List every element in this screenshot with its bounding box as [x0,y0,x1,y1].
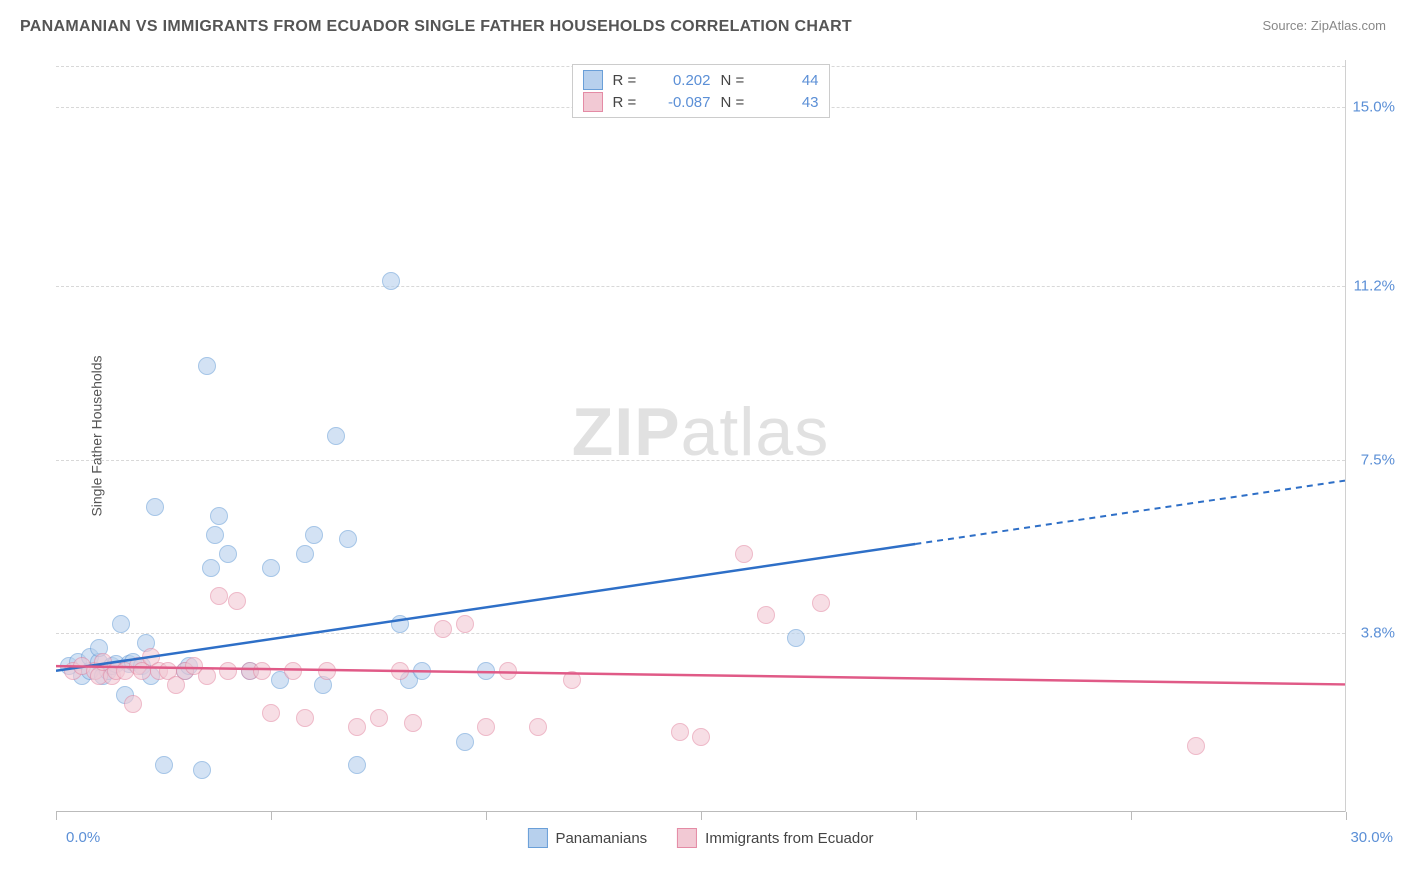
x-tick [701,812,702,820]
gridline [56,633,1345,634]
data-point [262,704,280,722]
stats-legend: R = 0.202 N = 44 R = -0.087 N = 43 [572,64,830,118]
data-point [456,615,474,633]
data-point [339,530,357,548]
data-point [296,709,314,727]
data-point [787,629,805,647]
y-axis-label: Single Father Households [89,355,105,516]
data-point [193,761,211,779]
y-tick-label: 11.2% [1347,277,1395,294]
data-point [146,498,164,516]
data-point [202,559,220,577]
data-point [219,545,237,563]
data-point [382,272,400,290]
stats-n-label: N = [721,72,751,89]
x-tick [916,812,917,820]
data-point [219,662,237,680]
data-point [456,733,474,751]
data-point [671,723,689,741]
stats-r-value: -0.087 [653,94,711,111]
stats-n-value: 44 [761,72,819,89]
y-tick-label: 15.0% [1347,99,1395,116]
x-tick [271,812,272,820]
x-tick [1346,812,1347,820]
stats-legend-row: R = -0.087 N = 43 [583,91,819,113]
data-point [757,606,775,624]
data-point [228,592,246,610]
data-point [434,620,452,638]
stats-n-value: 43 [761,94,819,111]
data-point [305,526,323,544]
stats-r-label: R = [613,94,643,111]
y-tick-label: 3.8% [1347,625,1395,642]
regression-line-extrapolated [915,481,1345,544]
stats-legend-row: R = 0.202 N = 44 [583,69,819,91]
data-point [477,718,495,736]
legend-item: Immigrants from Ecuador [677,828,873,848]
data-point [735,545,753,563]
data-point [812,594,830,612]
chart-title: PANAMANIAN VS IMMIGRANTS FROM ECUADOR SI… [20,18,852,36]
gridline [56,286,1345,287]
data-point [262,559,280,577]
legend-swatch [527,828,547,848]
stats-n-label: N = [721,94,751,111]
data-point [318,662,336,680]
data-point [210,507,228,525]
data-point [198,667,216,685]
data-point [348,756,366,774]
data-point [391,615,409,633]
data-point [404,714,422,732]
source-attribution: Source: ZipAtlas.com [1262,18,1386,33]
series-legend: Panamanians Immigrants from Ecuador [527,828,873,848]
data-point [296,545,314,563]
stats-r-value: 0.202 [653,72,711,89]
data-point [1187,737,1205,755]
data-point [327,427,345,445]
legend-swatch [583,92,603,112]
data-point [529,718,547,736]
regression-line [56,544,915,671]
x-tick [486,812,487,820]
legend-label: Immigrants from Ecuador [705,830,873,847]
data-point [155,756,173,774]
data-point [370,709,388,727]
chart-plot-area: Single Father Households ZIPatlas 3.8%7.… [56,60,1346,812]
data-point [413,662,431,680]
stats-r-label: R = [613,72,643,89]
legend-swatch [583,70,603,90]
data-point [284,662,302,680]
data-point [112,615,130,633]
data-point [206,526,224,544]
x-tick [1131,812,1132,820]
data-point [124,695,142,713]
legend-item: Panamanians [527,828,647,848]
data-point [253,662,271,680]
data-point [210,587,228,605]
x-tick [56,812,57,820]
gridline [56,460,1345,461]
y-tick-label: 7.5% [1347,451,1395,468]
x-axis-max-label: 30.0% [1350,829,1393,846]
data-point [692,728,710,746]
data-point [499,662,517,680]
data-point [198,357,216,375]
x-axis-min-label: 0.0% [66,829,100,846]
legend-label: Panamanians [555,830,647,847]
data-point [477,662,495,680]
data-point [391,662,409,680]
data-point [563,671,581,689]
legend-swatch [677,828,697,848]
data-point [348,718,366,736]
